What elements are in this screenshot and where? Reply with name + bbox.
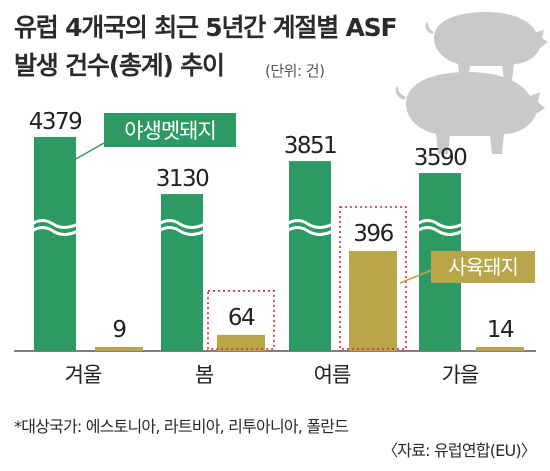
axis-break-mark xyxy=(416,226,464,236)
category-label-여름: 여름 xyxy=(314,363,351,387)
chart-title-line-2: 발생 건수(총계) 추이 xyxy=(14,51,225,80)
bar-farm-겨울 xyxy=(95,347,143,351)
value-label-farm: 396 xyxy=(353,221,393,247)
value-label-wild: 3851 xyxy=(284,133,337,159)
value-label-farm: 9 xyxy=(112,317,126,343)
legend-leader-farm xyxy=(399,269,433,284)
unit-label: (단위: 건) xyxy=(265,62,325,80)
bar-farm-여름 xyxy=(349,251,397,351)
highlight-box-여름 xyxy=(339,206,407,350)
bar-wild-봄 xyxy=(161,194,203,351)
axis-break-mark xyxy=(31,226,79,236)
bar-wild-여름 xyxy=(289,161,331,351)
legend-box-wild xyxy=(104,113,236,147)
legend-leader-wild xyxy=(59,142,105,169)
category-label-봄: 봄 xyxy=(195,363,214,387)
pig-silhouette-front-icon xyxy=(395,72,545,154)
plot-area xyxy=(14,113,536,352)
axis-break-mark xyxy=(158,219,206,229)
highlight-box-봄 xyxy=(207,290,275,350)
bar-farm-봄 xyxy=(217,334,265,351)
bar-wild-겨울 xyxy=(34,136,76,351)
source-note: 〈자료: 유럽연합(EU)〉 xyxy=(382,441,537,460)
category-label-가을: 가을 xyxy=(442,363,479,387)
legend-label-wild: 야생멧돼지 xyxy=(124,119,216,143)
axis-break-mark xyxy=(158,226,206,236)
value-label-wild: 3130 xyxy=(156,166,209,192)
axis-break-mark xyxy=(286,219,334,229)
axis-break-mark xyxy=(416,219,464,229)
value-label-wild: 3590 xyxy=(414,145,467,171)
pig-silhouette-back-icon xyxy=(425,12,548,80)
axis-break-mark xyxy=(31,219,79,229)
value-label-farm: 64 xyxy=(228,305,255,331)
footnote: *대상국가: 에스토니아, 라트비아, 리투아니아, 폴란드 xyxy=(14,417,349,436)
legend-label-farm: 사육돼지 xyxy=(448,255,518,279)
chart-title-line-1: 유럽 4개국의 최근 5년간 계절별 ASF xyxy=(14,13,398,42)
bar-farm-가을 xyxy=(476,347,524,351)
axis-break-mark xyxy=(286,226,334,236)
value-label-wild: 4379 xyxy=(29,109,82,135)
value-label-farm: 14 xyxy=(487,317,514,343)
category-label-겨울: 겨울 xyxy=(65,363,102,387)
legend-box-farm xyxy=(431,251,535,283)
